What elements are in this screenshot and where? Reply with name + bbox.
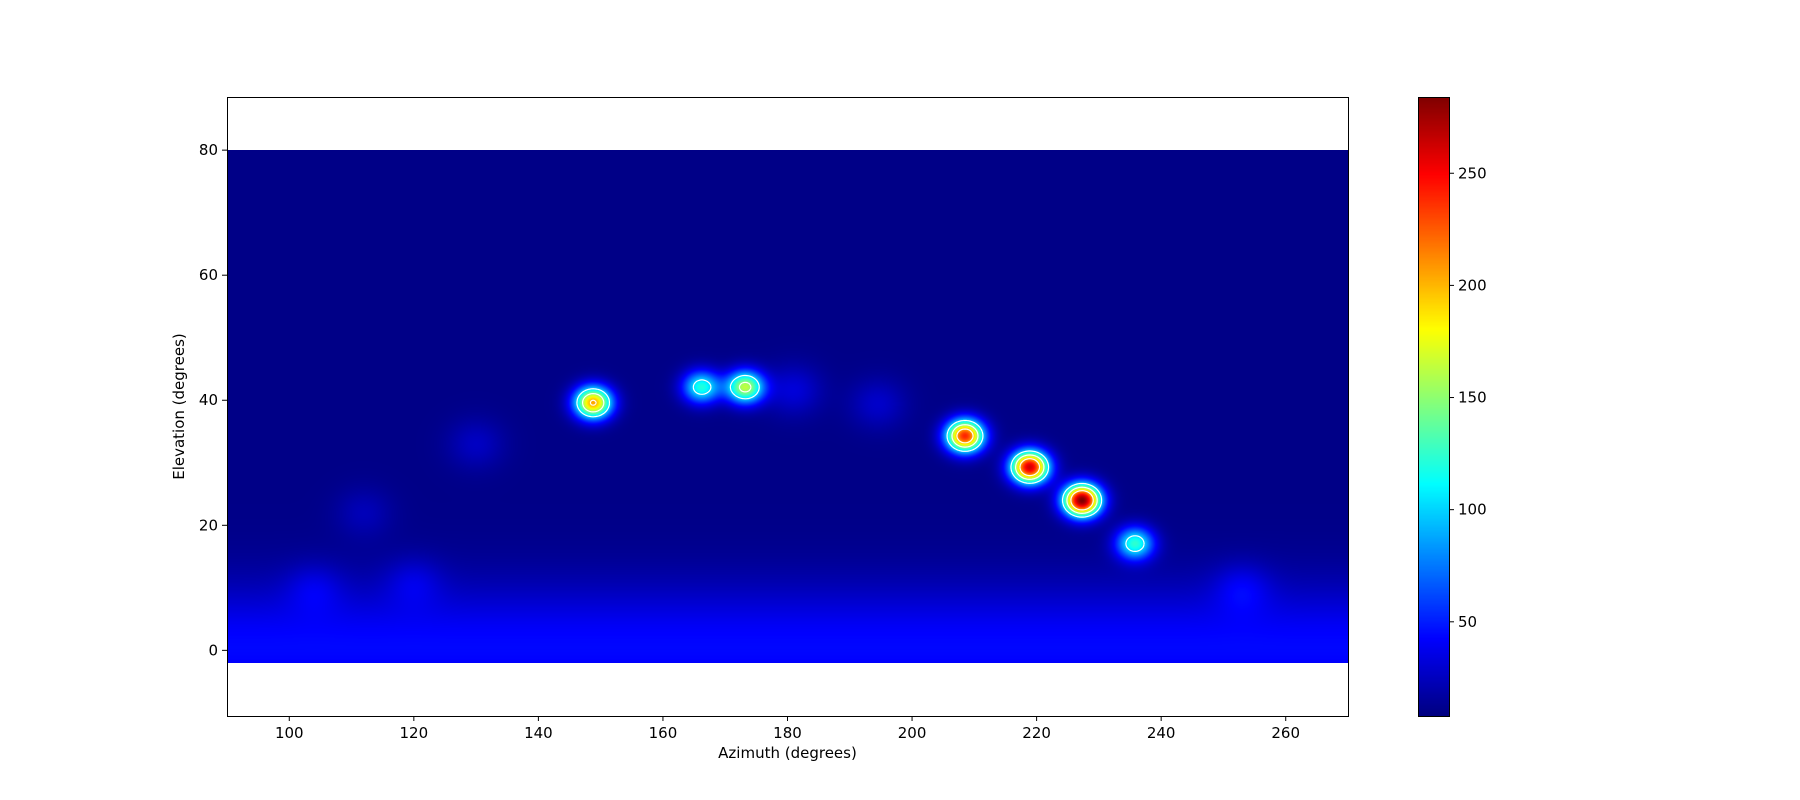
x-tick-label: 260 — [1271, 724, 1300, 742]
contour-level-150 — [582, 381, 1098, 514]
colorbar-ticks: 50 100 150 200 250 — [1449, 164, 1487, 631]
x-tick-label: 100 — [275, 724, 304, 742]
x-tick-label: 180 — [773, 724, 802, 742]
x-tick-label: 200 — [898, 724, 927, 742]
y-tick-label: 40 — [199, 391, 218, 409]
colorbar-canvas-container — [1418, 97, 1449, 716]
y-axis-label: Elevation (degrees) — [170, 333, 188, 480]
colorbar: 50 100 150 200 250 — [1418, 97, 1487, 717]
y-tick-label: 60 — [199, 266, 218, 284]
x-tick-label: 220 — [1022, 724, 1051, 742]
contour-level-100 — [576, 374, 1145, 552]
colorbar-frame — [1418, 97, 1450, 717]
y-tick-label: 20 — [199, 516, 218, 534]
contour-lines — [576, 374, 1145, 552]
contour-level-200 — [589, 399, 1094, 511]
x-tick-label: 160 — [649, 724, 678, 742]
colorbar-tick-label: 150 — [1458, 389, 1487, 407]
heatmap-plot: 100 120 140 160 180 200 220 240 260 0 20 40 60 80 Az… — [170, 97, 1349, 762]
y-tick-label: 0 — [208, 641, 218, 659]
colorbar-tick-label: 200 — [1458, 276, 1487, 294]
x-tick-label: 120 — [400, 724, 429, 742]
colorbar-tick-label: 100 — [1458, 501, 1487, 519]
x-axis: 100 120 140 160 180 200 220 240 260 — [275, 716, 1300, 742]
colorbar-tick-label: 50 — [1458, 613, 1477, 631]
y-axis: 0 20 40 60 80 — [199, 141, 227, 659]
colorbar-gradient — [1418, 97, 1449, 716]
heatmap-canvas-container — [227, 150, 1348, 664]
y-tick-label: 80 — [199, 141, 218, 159]
x-tick-label: 140 — [524, 724, 553, 742]
x-axis-label: Azimuth (degrees) — [718, 744, 857, 762]
x-tick-label: 240 — [1147, 724, 1176, 742]
heatmap-image — [227, 150, 1348, 664]
colorbar-tick-label: 250 — [1458, 164, 1487, 182]
